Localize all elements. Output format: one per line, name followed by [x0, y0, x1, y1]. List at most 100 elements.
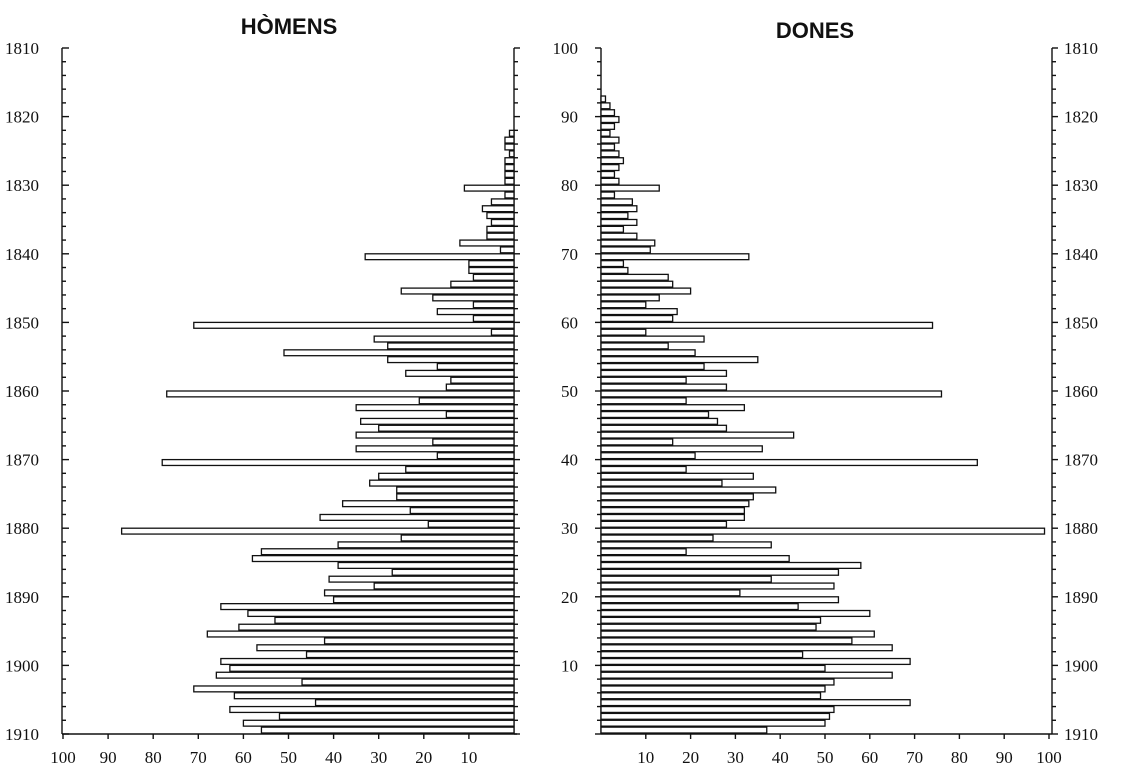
bar-homens-1847 [472, 301, 515, 309]
bar-homens-1840 [364, 253, 515, 261]
bar-dones-1845 [600, 287, 692, 295]
bar-dones-1902 [600, 678, 835, 686]
bar-homens-1871 [405, 465, 515, 473]
bar-homens-1895 [206, 630, 515, 638]
bar-dones-1903 [600, 685, 826, 693]
bar-dones-1821 [600, 122, 616, 130]
bar-dones-1866 [600, 431, 795, 439]
bar-dones-1871 [600, 465, 687, 473]
bar-dones-1817 [600, 95, 607, 103]
right-x-tick-label: 10 [637, 748, 654, 767]
bar-homens-1897 [256, 644, 515, 652]
bar-dones-1819 [600, 109, 616, 117]
left-x-tick-label: 10 [460, 748, 477, 767]
bar-dones-1900 [600, 664, 826, 672]
bar-dones-1879 [600, 520, 728, 528]
bar-dones-1863 [600, 410, 710, 419]
left-x-tick-label: 40 [325, 748, 342, 767]
bar-dones-1882 [600, 541, 772, 549]
bar-dones-1881 [600, 534, 714, 542]
bar-homens-1861 [418, 397, 515, 405]
right-x-tick-label: 100 [1036, 748, 1062, 767]
bar-dones-1908 [600, 719, 826, 727]
bar-dones-1854 [600, 349, 696, 357]
left-y-tick-label: 1910 [5, 725, 39, 744]
right-y-tick-label: 1870 [1064, 451, 1098, 470]
right-x-tick-label: 40 [772, 748, 789, 767]
bar-dones-1901 [600, 671, 893, 679]
right-y-tick-label: 1840 [1064, 245, 1098, 264]
bar-dones-1869 [600, 452, 696, 460]
bar-homens-1881 [400, 534, 515, 542]
right-x-tick-label: 80 [951, 748, 968, 767]
right-left-tick-label: 100 [553, 39, 579, 58]
bar-dones-1829 [600, 177, 620, 185]
bar-dones-1872 [600, 472, 754, 480]
bar-homens-1831 [504, 191, 515, 199]
bar-dones-1839 [600, 246, 651, 254]
bar-homens-1859 [445, 383, 515, 391]
bar-dones-1867 [600, 438, 674, 446]
bar-dones-1834 [600, 211, 629, 220]
bar-dones-1865 [600, 424, 728, 432]
bar-dones-1853 [600, 342, 669, 350]
bar-dones-1851 [600, 328, 647, 336]
bar-dones-1888 [600, 582, 835, 590]
bar-homens-1891 [220, 603, 515, 611]
right-left-tick-label: 70 [561, 245, 578, 264]
bar-homens-1896 [323, 637, 515, 645]
right-y-tick-label: 1890 [1064, 588, 1098, 607]
bar-dones-1906 [600, 705, 835, 714]
bar-dones-1874 [600, 486, 777, 494]
right-y-tick-label: 1850 [1064, 313, 1098, 332]
bar-homens-1899 [220, 657, 515, 666]
bar-homens-1867 [432, 438, 515, 446]
bar-dones-1907 [600, 712, 831, 720]
bar-homens-1877 [409, 506, 515, 515]
bar-dones-1868 [600, 445, 763, 453]
bar-dones-1862 [600, 404, 746, 412]
bar-dones-1846 [600, 294, 660, 302]
bar-homens-1826 [504, 157, 515, 165]
bar-dones-1878 [600, 513, 746, 521]
bar-dones-1895 [600, 630, 875, 638]
bar-homens-1878 [319, 513, 515, 521]
left-y-tick-label: 1900 [5, 656, 39, 675]
right-y-tick-label: 1830 [1064, 176, 1098, 195]
left-x-tick-label: 60 [235, 748, 252, 767]
bar-dones-1889 [600, 589, 741, 597]
bar-dones-1884 [600, 554, 790, 563]
bar-homens-1882 [337, 541, 515, 549]
bar-homens-1860 [166, 390, 515, 398]
right-left-tick-label: 30 [561, 519, 578, 538]
left-panel-homens: 1810 1820 1830 1840 1850 1860 1870 1880 1890 1900… [5, 39, 520, 767]
bar-dones-1877 [600, 506, 746, 515]
left-y-tick-label: 1880 [5, 519, 39, 538]
bar-homens-1841 [468, 260, 515, 268]
left-y-tick-label: 1830 [5, 176, 39, 195]
bar-dones-1822 [600, 129, 611, 137]
right-left-tick-label: 50 [561, 382, 578, 401]
bar-homens-1903 [193, 685, 515, 693]
bar-dones-1850 [600, 321, 934, 329]
right-y-tick-label: 1880 [1064, 519, 1098, 538]
right-left-tick-label: 90 [561, 108, 578, 127]
bar-dones-1870 [600, 458, 978, 467]
bar-homens-1825 [508, 150, 515, 158]
bar-homens-1827 [504, 163, 515, 172]
bar-homens-1908 [242, 719, 515, 727]
left-y-tick-label: 1820 [5, 108, 39, 127]
bar-homens-1900 [229, 664, 515, 672]
bar-homens-1822 [508, 129, 515, 137]
bar-homens-1887 [328, 575, 515, 583]
bar-homens-1866 [355, 431, 515, 439]
bar-dones-1827 [600, 163, 620, 172]
bar-homens-1885 [337, 561, 515, 570]
bar-homens-1890 [332, 596, 515, 604]
bar-homens-1833 [481, 205, 515, 213]
bar-homens-1907 [278, 712, 515, 720]
right-left-tick-label: 40 [561, 451, 578, 470]
bar-dones-1904 [600, 692, 822, 700]
bar-dones-1890 [600, 596, 840, 604]
bar-homens-1842 [468, 266, 515, 275]
